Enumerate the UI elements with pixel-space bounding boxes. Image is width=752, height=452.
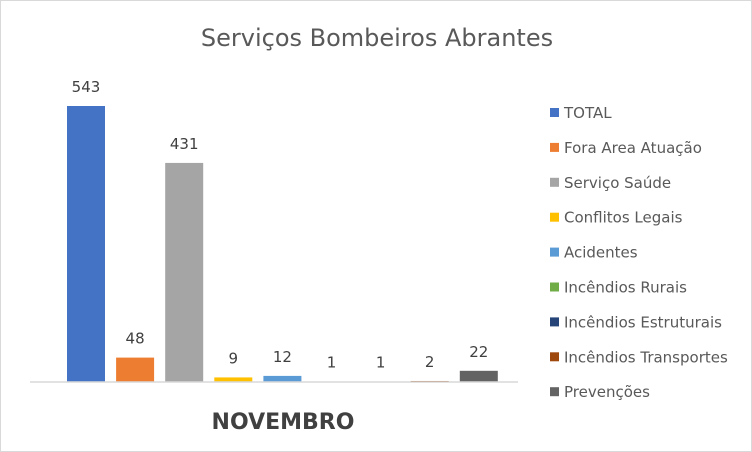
data-label-fora-area-atuacao: 48	[126, 330, 145, 348]
legend-swatch-prevencoes	[550, 387, 559, 397]
bar-total	[67, 106, 105, 382]
legend-label-conflitos-legais: Conflitos Legais	[564, 209, 683, 227]
data-label-prevencoes: 22	[469, 343, 488, 361]
legend: TOTAL Fora Area Atuação Serviço Saúde Confl…	[550, 104, 728, 401]
legend-swatch-incendios-estruturais	[550, 317, 559, 327]
data-label-servico-saude: 431	[170, 135, 199, 153]
data-label-incendios-estruturais: 1	[376, 353, 386, 371]
data-label-incendios-rurais: 1	[327, 353, 337, 371]
data-label-conflitos-legais: 9	[229, 349, 239, 367]
chart-title: Serviços Bombeiros Abrantes	[201, 24, 553, 52]
data-label-acidentes: 12	[273, 348, 292, 366]
legend-swatch-conflitos-legais	[550, 212, 559, 222]
data-label-incendios-transportes: 2	[425, 353, 435, 371]
legend-swatch-fora-area-atuacao	[550, 142, 559, 152]
legend-label-servico-saude: Serviço Saúde	[564, 174, 671, 192]
legend-label-incendios-estruturais: Incêndios Estruturais	[564, 313, 722, 331]
legend-swatch-incendios-transportes	[550, 352, 559, 362]
legend-swatch-total	[550, 108, 559, 117]
bar-fora-area-atuacao	[116, 357, 155, 382]
legend-label-incendios-transportes: Incêndios Transportes	[564, 348, 728, 366]
bar-conflitos-legais	[214, 377, 253, 382]
legend-label-acidentes: Acidentes	[564, 244, 638, 262]
bar-servico-saude	[165, 162, 204, 382]
legend-swatch-servico-saude	[550, 177, 559, 187]
bar-prevencoes	[459, 370, 498, 382]
category-label: NOVEMBRO	[212, 410, 355, 435]
legend-swatch-acidentes	[550, 247, 559, 257]
bar-acidentes	[263, 375, 302, 382]
data-label-total: 543	[72, 78, 101, 96]
legend-swatch-incendios-rurais	[550, 282, 559, 292]
legend-label-incendios-rurais: Incêndios Rurais	[564, 279, 687, 297]
legend-label-fora-area-atuacao: Fora Area Atuação	[564, 139, 702, 157]
legend-label-prevencoes: Prevenções	[564, 383, 650, 401]
legend-label-total: TOTAL	[563, 104, 612, 122]
